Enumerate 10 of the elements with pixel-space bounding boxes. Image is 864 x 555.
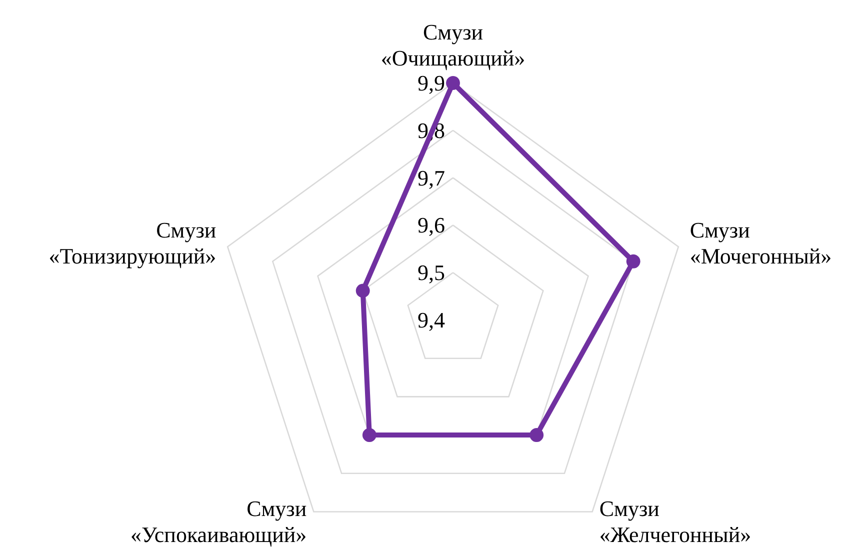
y-tick-label: 9,7 [418,165,445,190]
y-tick-label: 9,4 [418,308,445,332]
spoke-label: Смузи «Тонизирующий» [48,218,216,269]
y-tick-label: 9,5 [418,260,445,286]
spoke-label: Смузи «Мочегонный» [690,218,832,269]
y-tick-label: 9,9 [418,70,445,96]
spoke-label: Смузи «Желчегонный» [599,496,752,547]
spoke-label: Смузи «Очищающий» [380,20,526,70]
spoke-label: Смузи «Успокаивающий» [130,496,307,547]
y-tick-label: 9,6 [418,212,445,238]
